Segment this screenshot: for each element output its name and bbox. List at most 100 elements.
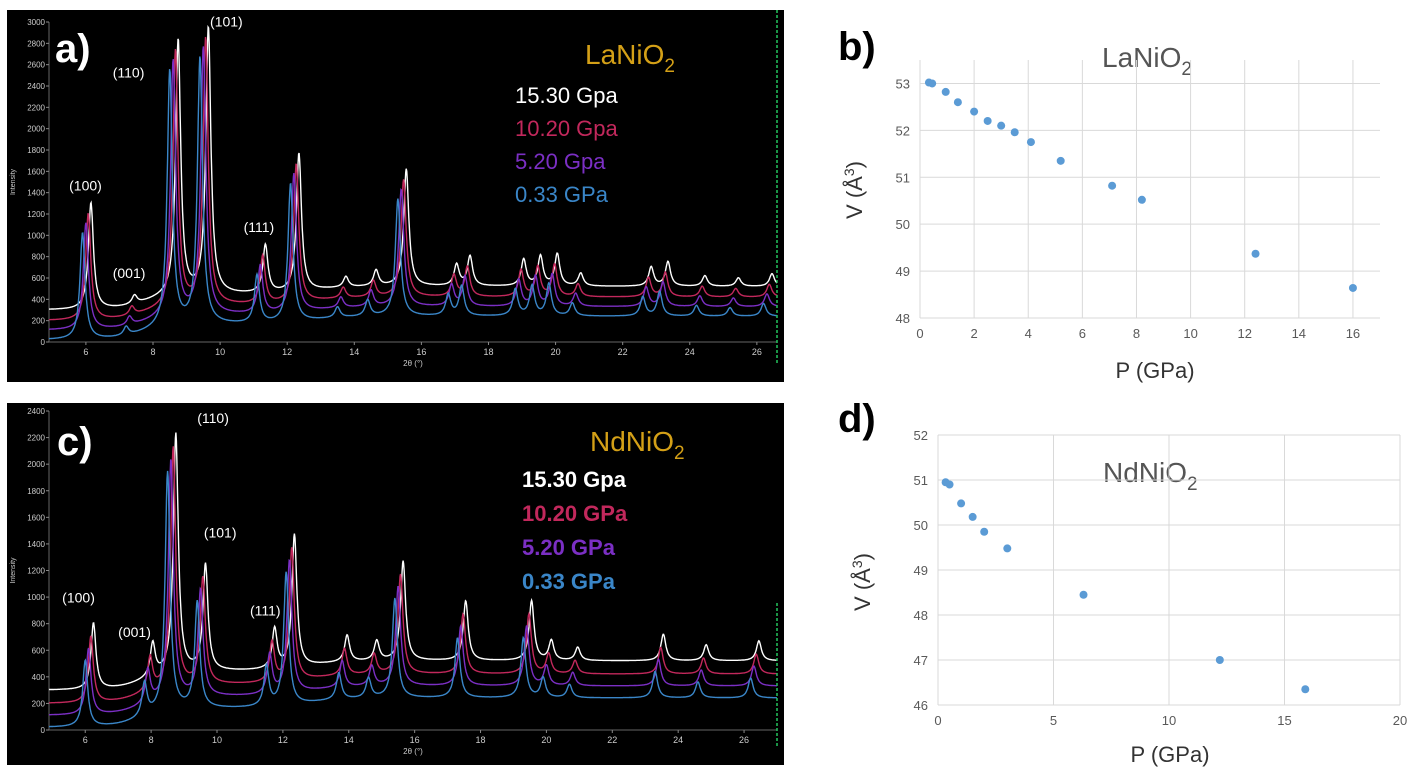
b-x-tick-label: 16 [1346, 326, 1360, 341]
b-data-point [1108, 181, 1117, 190]
panel-d-title: NdNiO2 [1103, 457, 1198, 495]
a-y-tick-label: 2000 [27, 125, 45, 134]
panel-d-ylabel: V (Å3) [849, 553, 875, 611]
c-y-tick-label: 800 [32, 620, 46, 629]
c-series-line [49, 470, 777, 728]
a-peak-annotation: (100) [69, 178, 102, 194]
a-series-line [49, 36, 778, 321]
d-data-point [1079, 590, 1088, 599]
c-x-tick-label: 6 [83, 735, 88, 745]
c-legend-entry: 10.20 GPa [522, 501, 628, 526]
c-y-tick-label: 1400 [27, 540, 45, 549]
a-y-tick-label: 2200 [27, 103, 45, 112]
d-x-tick-label: 0 [934, 713, 941, 728]
b-data-point [1056, 156, 1065, 165]
c-x-tick-label: 20 [541, 735, 551, 745]
a-y-tick-label: 3000 [27, 18, 45, 27]
c-legend-entry: 15.30 Gpa [522, 467, 627, 492]
b-x-tick-label: 14 [1292, 326, 1306, 341]
c-x-tick-label: 18 [476, 735, 486, 745]
c-ylabel: Intensity [10, 557, 17, 584]
b-data-point [928, 79, 937, 88]
panel-b-xlabel: P (GPa) [1115, 358, 1194, 383]
a-y-tick-label: 1400 [27, 189, 45, 198]
a-y-tick-label: 600 [32, 274, 46, 283]
a-y-tick-label: 2600 [27, 61, 45, 70]
panel-b-title: LaNiO2 [1102, 42, 1192, 80]
panel-d-scatter-chart: d) NdNiO2 0 5 10 15 20 46 47 48 49 50 51 52 P (GPa)… [838, 397, 1407, 767]
b-data-point [983, 116, 992, 125]
b-y-tick-label: 53 [896, 76, 910, 91]
panel-a-background [7, 10, 784, 382]
c-peak-annotation: (110) [197, 410, 229, 426]
a-x-tick-label: 14 [349, 347, 359, 357]
a-y-tick-label: 200 [32, 317, 46, 326]
b-x-tick-label: 8 [1133, 326, 1140, 341]
b-data-point [1026, 138, 1035, 147]
c-x-tick-label: 8 [149, 735, 154, 745]
a-legend-entry: 5.20 Gpa [515, 149, 606, 174]
a-peak-annotation: (110) [113, 64, 145, 80]
b-y-tick-label: 51 [896, 170, 910, 185]
a-ylabel: Intensity [10, 168, 17, 195]
b-y-tick-label: 49 [896, 264, 910, 279]
a-y-tick-label: 800 [32, 253, 46, 262]
c-y-tick-label: 1800 [27, 487, 45, 496]
c-xlabel: 2θ (°) [403, 747, 423, 756]
panel-d-xlabel: P (GPa) [1130, 742, 1209, 767]
c-y-tick-label: 2200 [27, 434, 45, 443]
b-data-point [1348, 283, 1357, 292]
a-y-tick-label: 1600 [27, 167, 45, 176]
d-data-point [980, 527, 989, 536]
c-x-tick-label: 14 [344, 735, 354, 745]
c-x-tick-label: 26 [739, 735, 749, 745]
a-x-tick-label: 16 [416, 347, 426, 357]
panel-d-label: d) [838, 397, 876, 441]
panel-c-xrd-chart: 6 8 10 12 14 16 18 20 22 24 26 0 200 400 600 800 1000 120… [7, 403, 784, 765]
a-x-tick-label: 12 [282, 347, 292, 357]
a-x-tick-label: 8 [150, 347, 155, 357]
panel-a-xrd-chart: 6 8 10 12 14 16 18 20 22 24 26 0 200 400 600 800 1000 120… [7, 10, 784, 382]
panel-d-title-backdrop [1095, 447, 1230, 497]
d-x-tick-label: 20 [1393, 713, 1407, 728]
c-x-tick-label: 22 [607, 735, 617, 745]
a-legend-entry: 10.20 Gpa [515, 116, 619, 141]
a-legend-entry: 0.33 GPa [515, 182, 609, 207]
a-y-tick-label: 1200 [27, 210, 45, 219]
b-data-point [1137, 195, 1146, 204]
a-x-tick-label: 22 [618, 347, 628, 357]
d-y-tick-label: 49 [914, 563, 928, 578]
b-x-tick-label: 12 [1237, 326, 1251, 341]
c-x-tick-label: 10 [212, 735, 222, 745]
c-legend-entry: 0.33 GPa [522, 569, 616, 594]
panel-b-label: b) [838, 25, 876, 69]
b-y-tick-label: 52 [896, 123, 910, 138]
panel-a-compound: LaNiO2 [585, 39, 675, 77]
panel-a-label: a) [55, 27, 91, 71]
a-x-tick-label: 24 [685, 347, 695, 357]
c-x-tick-label: 16 [410, 735, 420, 745]
c-y-tick-label: 200 [32, 699, 46, 708]
c-y-tick-label: 2400 [27, 407, 45, 416]
c-peak-annotation: (111) [250, 603, 281, 619]
d-x-tick-label: 15 [1277, 713, 1291, 728]
a-xlabel: 2θ (°) [403, 359, 423, 368]
c-y-tick-label: 0 [41, 726, 46, 735]
a-y-tick-label: 1000 [27, 231, 45, 240]
c-peak-annotation: (100) [62, 589, 95, 605]
c-series-line [48, 432, 778, 691]
d-data-point [945, 480, 954, 489]
a-x-tick-label: 10 [215, 347, 225, 357]
b-y-tick-label: 48 [896, 311, 910, 326]
c-y-tick-label: 1200 [27, 567, 45, 576]
a-series-line [49, 46, 778, 330]
a-legend-entry: 15.30 Gpa [515, 83, 619, 108]
panel-b-ylabel: V (Å3) [841, 161, 867, 219]
a-y-tick-label: 400 [32, 295, 46, 304]
a-y-tick-label: 0 [41, 338, 46, 347]
a-y-tick-label: 2800 [27, 39, 45, 48]
d-data-point [968, 512, 977, 521]
b-data-point [1251, 249, 1260, 258]
d-data-point [1301, 685, 1310, 694]
c-peak-annotation: (101) [204, 524, 237, 540]
